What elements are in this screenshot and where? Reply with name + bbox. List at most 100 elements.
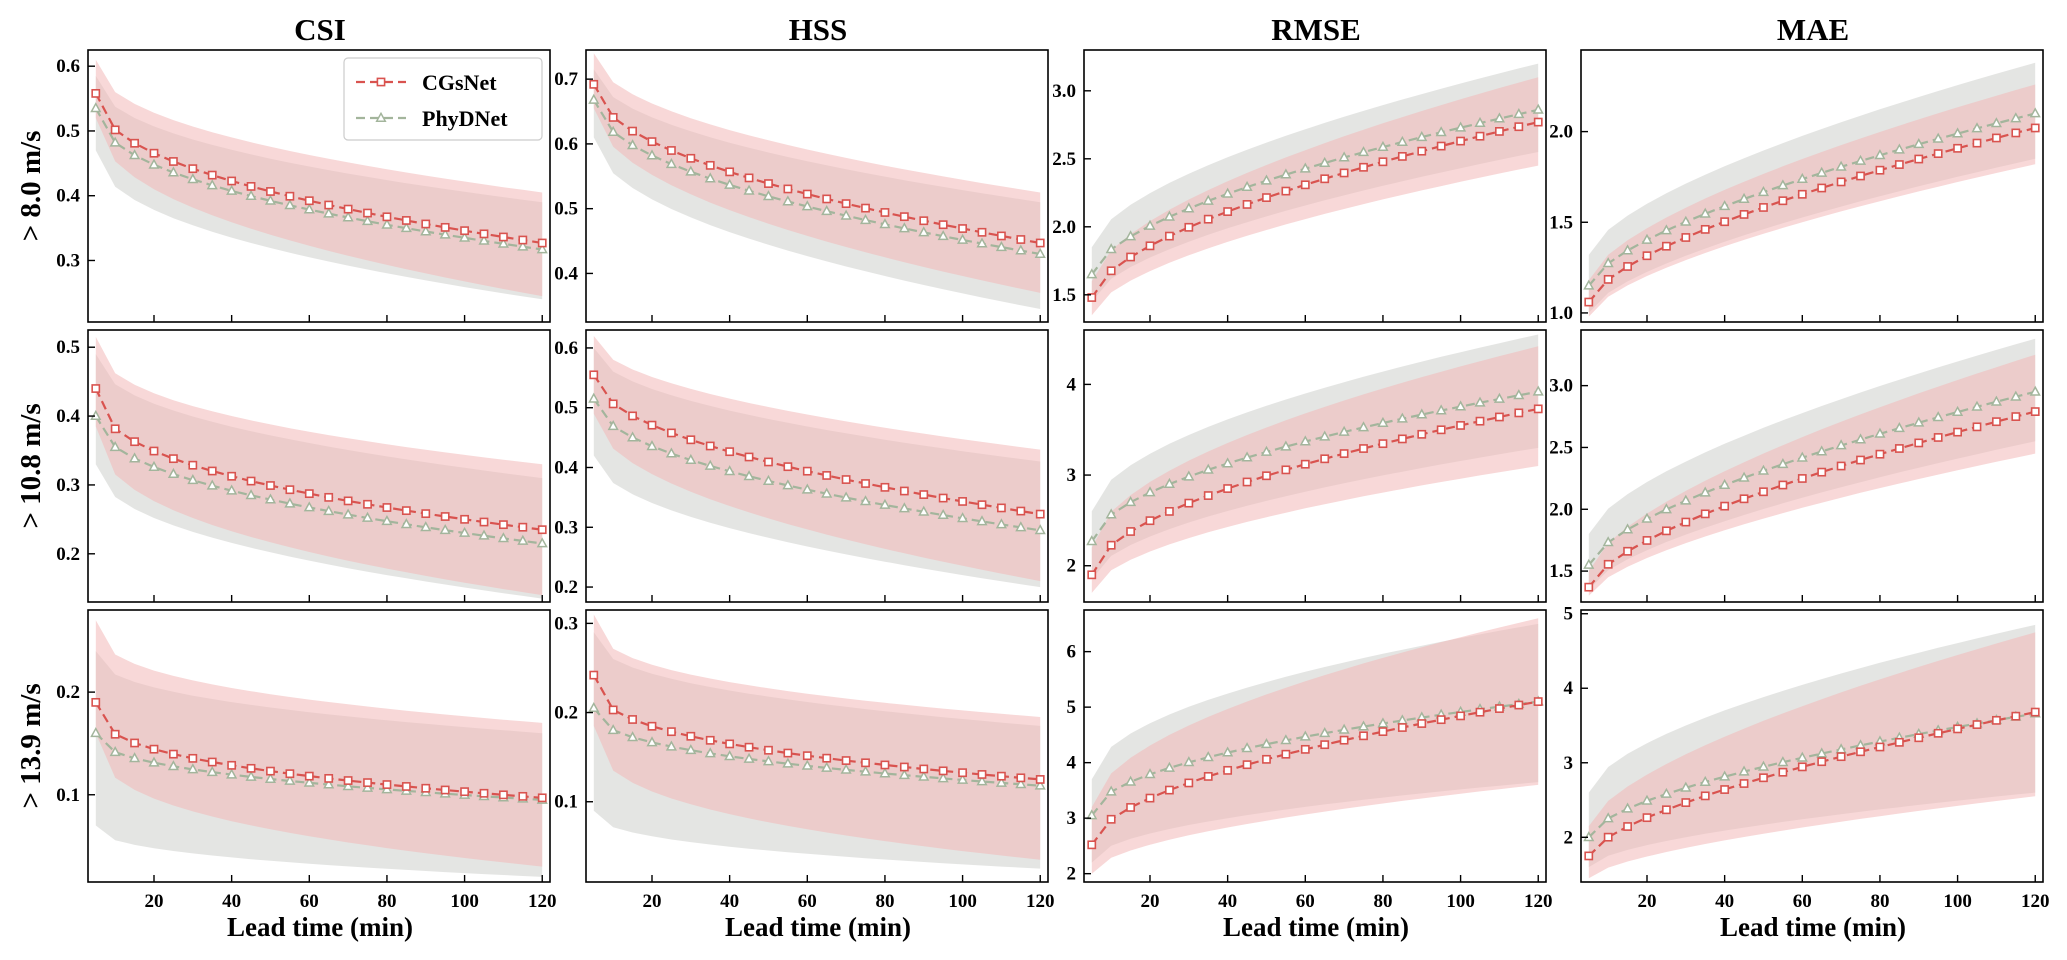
- cgsnet-point: [246, 476, 256, 486]
- y-tick-label: 3.0: [1052, 81, 1076, 102]
- cgsnet-point: [938, 766, 948, 776]
- cgsnet-point: [343, 776, 353, 785]
- phydnet-point: [1377, 140, 1389, 152]
- phydnet-point: [646, 736, 658, 747]
- cgsnet-point: [2011, 128, 2021, 138]
- plot-area: [90, 336, 548, 599]
- cgsnet-point: [188, 460, 198, 470]
- phydnet-point: [1660, 787, 1672, 798]
- cgsnet-point: [499, 790, 508, 800]
- cgsnet-point: [1262, 471, 1271, 481]
- cgsnet-point: [304, 771, 314, 781]
- cgsnet-point: [1417, 146, 1427, 156]
- phydnet-point: [497, 237, 509, 248]
- panel-0-3: 1.0 1.5 2.0: [1549, 49, 2044, 324]
- cgsnet-point: [1514, 122, 1524, 132]
- cgsnet-point: [1953, 427, 1962, 437]
- cgsnet-point: [1894, 444, 1904, 453]
- cgsnet-point: [1739, 779, 1749, 788]
- y-tick-label: 5: [1564, 604, 1574, 625]
- cgsnet-point: [1681, 798, 1691, 807]
- phydnet-point: [1893, 143, 1905, 154]
- phydnet-point: [517, 534, 529, 545]
- phydnet-point: [1738, 471, 1750, 482]
- y-tick-label: 0.1: [554, 792, 578, 813]
- cgsnet-point: [1126, 252, 1135, 262]
- phydnet-point: [801, 200, 813, 211]
- cgsnet-point: [1475, 707, 1485, 717]
- cgsnet-point: [861, 758, 870, 768]
- phydnet-point: [1357, 146, 1370, 157]
- cgsnet-point: [919, 764, 929, 774]
- phydnet-point: [109, 440, 121, 452]
- phydnet-point: [1105, 243, 1117, 254]
- phydnet-point: [1854, 154, 1867, 165]
- phydnet-point: [1971, 400, 1983, 411]
- phydnet-point: [1086, 535, 1098, 546]
- y-tick-label: 2: [1564, 827, 1574, 848]
- cgsnet-point: [2030, 123, 2040, 133]
- cgsnet-confidence-band: [95, 59, 543, 297]
- cgsnet-point: [421, 219, 431, 229]
- cgsnet-confidence-band: [593, 614, 1041, 860]
- y-tick-label: 0.4: [56, 186, 80, 207]
- phydnet-point: [1416, 408, 1428, 419]
- cgsnet-point: [899, 212, 909, 222]
- x-tick-label: 60: [300, 891, 319, 912]
- cgsnet-point: [1797, 189, 1807, 199]
- cgsnet-point: [479, 229, 489, 239]
- cgsnet-point: [1378, 439, 1388, 449]
- cgsnet-point: [1165, 507, 1174, 516]
- phydnet-point: [264, 493, 277, 504]
- phydnet-point: [303, 776, 315, 787]
- cgsnet-point: [1300, 459, 1310, 469]
- cgsnet-point: [460, 514, 469, 524]
- plot-area: [588, 614, 1046, 869]
- y-tick-label: 0.3: [56, 250, 80, 271]
- phydnet-point: [937, 230, 949, 241]
- phydnet-point: [1183, 202, 1195, 213]
- phydnet-point: [517, 240, 529, 251]
- phydnet-point: [607, 125, 619, 136]
- cgsnet-point: [1281, 186, 1291, 196]
- phydnet-point: [1357, 720, 1370, 731]
- cgsnet-point: [1603, 274, 1613, 284]
- cgsnet-point: [149, 148, 159, 158]
- phydnet-point: [1086, 809, 1098, 820]
- y-tick-label: 0.5: [554, 199, 578, 220]
- cgsnet-point: [169, 454, 178, 464]
- cgsnet-point: [1300, 744, 1310, 754]
- y-tick-label: 0.5: [56, 337, 80, 358]
- cgsnet-point: [899, 486, 909, 496]
- cgsnet-point: [1933, 149, 1943, 159]
- phydnet-point: [1602, 257, 1614, 268]
- phydnet-point: [1222, 187, 1234, 198]
- cgsnet-point: [518, 791, 528, 801]
- cgsnet-point: [783, 748, 793, 758]
- y-tick-label: 0.6: [554, 338, 578, 359]
- cgsnet-point: [744, 173, 754, 183]
- phydnet-point: [1680, 215, 1692, 226]
- x-axis-label-rmse: Lead time (min): [1223, 912, 1409, 942]
- cgsnet-point: [1914, 154, 1924, 164]
- panel-0-1: 0.4 0.5 0.6 0.7: [554, 49, 1049, 323]
- cgsnet-point: [802, 466, 812, 476]
- cgsnet-point: [1495, 126, 1504, 136]
- cgsnet-point: [363, 778, 372, 788]
- cgsnet-point: [1106, 266, 1116, 276]
- phydnet-point: [478, 529, 490, 540]
- cgsnet-point: [938, 220, 948, 230]
- phydnet-point: [381, 218, 393, 229]
- panel-0-2: 1.5 2.0 2.5 3.0: [1052, 49, 1547, 323]
- column-title-rmse: RMSE: [1271, 12, 1361, 47]
- phydnet-point: [1971, 122, 1983, 133]
- x-tick-label: 120: [528, 891, 557, 912]
- panel-2-3: 20 40 60 80 100 120 2 3 4 5: [1564, 604, 2050, 912]
- cgsnet-point: [1817, 183, 1827, 193]
- cgsnet-point: [841, 475, 851, 484]
- phydnet-point: [1816, 445, 1828, 456]
- phydnet-point: [1015, 521, 1027, 532]
- phydnet-point: [1757, 185, 1770, 197]
- phydnet-point: [685, 744, 697, 755]
- cgsnet-point: [1623, 262, 1632, 271]
